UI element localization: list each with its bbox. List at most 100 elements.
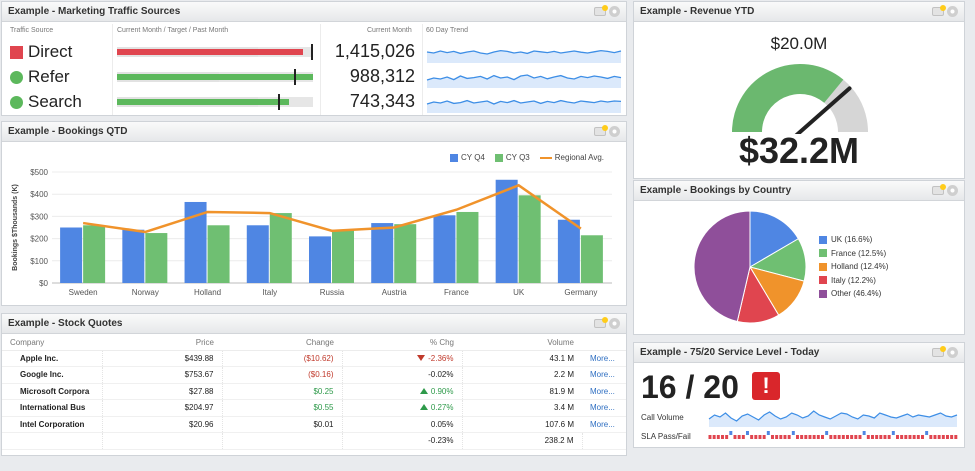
more-link[interactable]: More... (582, 416, 626, 433)
comment-icon[interactable] (594, 125, 608, 136)
trend-line (426, 74, 622, 81)
status-indicator (10, 45, 23, 59)
traffic-current-value: 988,312 (349, 66, 415, 86)
legend-swatch (450, 153, 459, 162)
more-link[interactable]: More... (582, 366, 626, 384)
bar-cy-q4-germany (557, 219, 580, 283)
sla-mark (900, 435, 904, 439)
stock-pct-change: 0.27% (341, 399, 462, 417)
stock-company: Intel Corporation (2, 416, 102, 433)
bar-cy-q4-france (433, 215, 456, 283)
bar-cy-q4-norway (122, 229, 145, 283)
stock-company: International Bus (2, 399, 102, 417)
gear-icon[interactable] (947, 185, 958, 196)
sla-mark (712, 435, 716, 439)
bar-cy-q3-germany (580, 235, 603, 283)
stock-volume: 81.9 M (461, 383, 582, 400)
sla-mark (746, 431, 749, 435)
stock-volume: 2.2 M (461, 366, 582, 384)
gear-icon[interactable] (609, 318, 620, 329)
bar-cy-q3-uk (518, 195, 541, 283)
revenue-title: Example - Revenue YTD (640, 6, 755, 17)
more-link[interactable]: More... (582, 399, 626, 417)
marketing-header: Example - Marketing Traffic Sources (2, 2, 626, 22)
sla-mark (783, 435, 787, 439)
traffic-source-label: Refer (28, 67, 70, 86)
stock-change: ($0.16) (221, 366, 342, 384)
stock-pct-value: 0.90% (430, 386, 454, 396)
comment-icon[interactable] (932, 346, 946, 357)
comment-icon[interactable] (932, 184, 946, 195)
sla-mark (716, 435, 720, 439)
sla-mark (837, 435, 841, 439)
sla-mark (933, 435, 937, 439)
service-header: Example - 75/20 Service Level - Today (634, 343, 964, 363)
totals-pct: -0.23% (341, 432, 462, 450)
comment-icon[interactable] (594, 317, 608, 328)
sla-mark (758, 435, 762, 439)
more-link[interactable]: More... (582, 383, 626, 400)
sla-mark (925, 431, 929, 435)
comment-icon[interactable] (594, 5, 608, 16)
y-tick-label: $300 (30, 212, 48, 221)
revenue-value: $32.2M (738, 130, 860, 171)
traffic-source-name: Refer (10, 67, 70, 87)
legend-label: UK (16.6%) (831, 235, 873, 245)
stock-price: $20.96 (101, 416, 222, 433)
arrow-up-icon (419, 387, 428, 394)
sla-mark (887, 435, 891, 439)
target-marker (311, 44, 314, 60)
legend-label: France (12.5%) (831, 248, 887, 258)
country-title: Example - Bookings by Country (640, 185, 792, 196)
x-tick-label: Austria (382, 288, 407, 297)
sla-mark (858, 435, 862, 439)
trend-area (427, 50, 621, 63)
stocks-header: Example - Stock Quotes (2, 314, 626, 334)
sla-mark (821, 435, 824, 439)
marketing-column-headers: Traffic Source Current Month / Target / … (2, 24, 626, 38)
traffic-row: Search 743,343 (2, 90, 626, 115)
sla-mark (854, 435, 858, 439)
sla-mark (804, 435, 808, 439)
x-tick-label: France (444, 288, 469, 297)
revenue-gauge (732, 64, 868, 134)
pie-slice-uk (749, 210, 800, 268)
x-tick-label: Norway (132, 288, 159, 297)
legend-item: CY Q4 (450, 153, 485, 162)
gauge-fill (732, 64, 844, 132)
legend-item: UK (16.6%) (819, 233, 888, 247)
stock-pct-change: -0.02% (341, 366, 462, 384)
more-link[interactable]: More... (582, 350, 626, 367)
sla-mark (775, 435, 779, 439)
sla-mark (916, 435, 920, 439)
stock-price: $439.88 (101, 350, 222, 367)
legend-item: Regional Avg. (539, 153, 604, 162)
gear-icon[interactable] (947, 347, 958, 358)
sla-mark (733, 435, 737, 439)
gear-icon[interactable] (609, 126, 620, 137)
legend-label: Regional Avg. (554, 153, 604, 162)
sla-mark (721, 435, 724, 439)
sla-mark (779, 435, 783, 439)
arrow-down-icon (417, 354, 426, 361)
legend-swatch (819, 249, 827, 258)
gear-icon[interactable] (609, 6, 620, 17)
sla-mark (862, 431, 866, 435)
stock-pct-value: 0.27% (430, 403, 454, 413)
gear-icon[interactable] (947, 6, 958, 17)
header-traffic-source: Traffic Source (10, 27, 54, 34)
bookings-legend: CY Q4 CY Q3 Regional Avg. (450, 153, 604, 162)
stock-pct-value: -2.36% (428, 353, 454, 363)
trend-sparkline (426, 49, 622, 63)
totals-row: -0.23% 238.2 M (2, 432, 626, 450)
bar-cy-q4-italy (246, 225, 269, 283)
current-month-bar (117, 99, 290, 105)
traffic-current-value: 1,415,026 (334, 41, 415, 61)
service-score: 16 / 20 (641, 369, 739, 405)
comment-icon[interactable] (932, 5, 946, 16)
stock-volume: 43.1 M (461, 350, 582, 367)
traffic-source-label: Direct (28, 42, 73, 61)
trend-sparkline (426, 74, 622, 88)
